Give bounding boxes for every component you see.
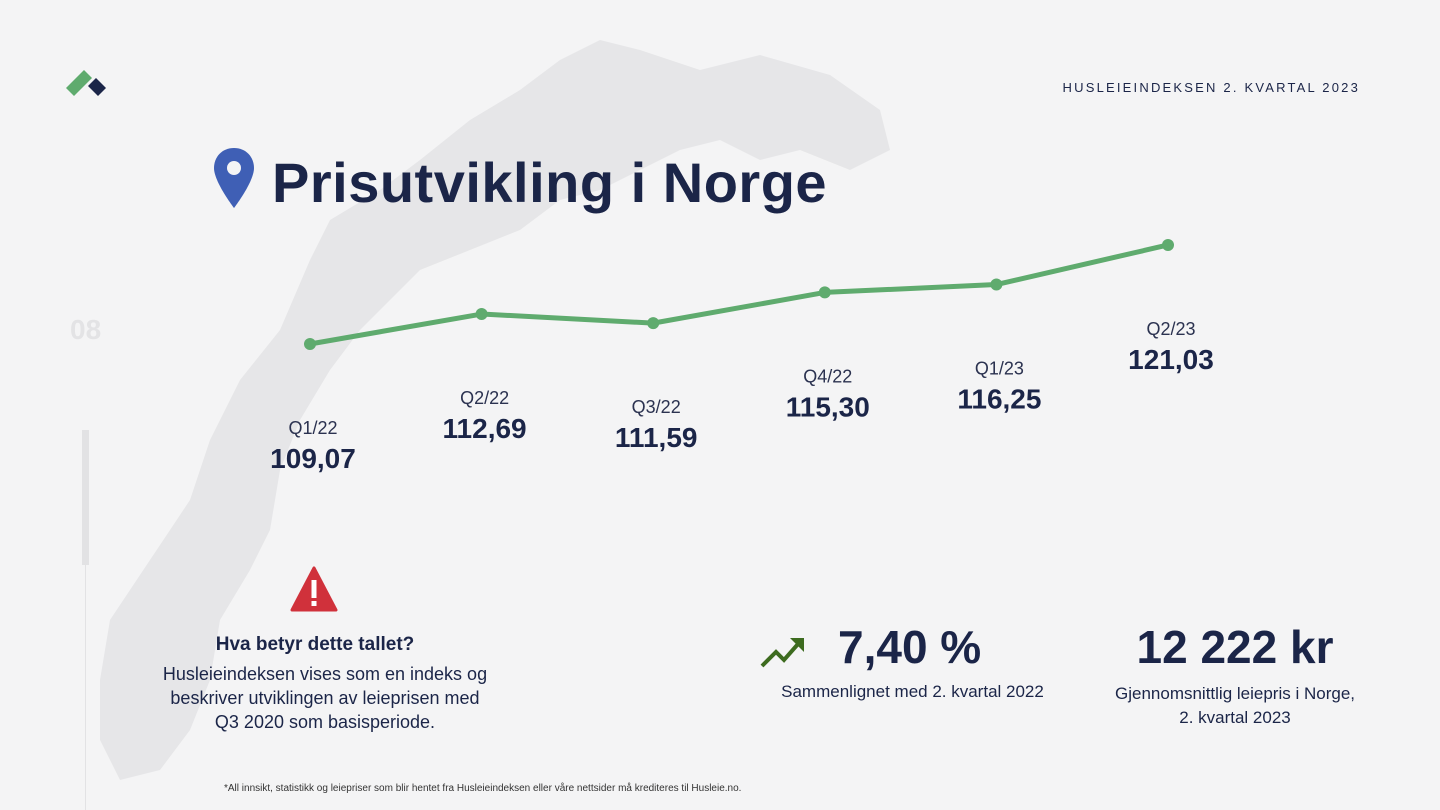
x-tick-label: Q1/23 (975, 359, 1024, 379)
average-rent-caption: Gjennomsnittlig leiepris i Norge, 2. kva… (1080, 682, 1390, 730)
data-label: 115,30 (786, 391, 870, 422)
caption-line: Gjennomsnittlig leiepris i Norge, (1115, 684, 1355, 703)
info-line: Husleieindeksen vises som en indeks og (162, 664, 488, 684)
logo (66, 70, 106, 96)
data-point (475, 308, 488, 321)
data-label: 109,07 (270, 443, 356, 474)
data-point (990, 278, 1003, 291)
data-label: 121,03 (1128, 344, 1214, 375)
data-label: 116,25 (957, 384, 1041, 415)
x-tick-label: Q2/22 (460, 388, 509, 408)
x-tick-label: Q1/22 (288, 418, 337, 438)
data-point (818, 286, 831, 299)
caption-line: 2. kvartal 2023 (1179, 708, 1291, 727)
info-line: Q3 2020 som basisperiode. (214, 712, 436, 732)
data-point (304, 338, 316, 350)
data-point (1162, 238, 1174, 251)
average-rent-value: 12 222 kr (1136, 621, 1334, 673)
page-title: Prisutvikling i Norge (272, 151, 828, 214)
data-label: 112,69 (443, 413, 527, 444)
x-tick-label: Q4/22 (803, 366, 852, 386)
scroll-indicator (82, 430, 89, 565)
data-label: 111,59 (615, 422, 698, 453)
x-tick-label: Q2/23 (1146, 319, 1195, 339)
trending-up-icon (760, 638, 804, 668)
report-title: HUSLEIEINDEKSEN 2. KVARTAL 2023 (1062, 80, 1360, 95)
warning-icon (290, 566, 338, 612)
change-caption: Sammenlignet med 2. kvartal 2022 (781, 682, 1044, 701)
divider (85, 565, 86, 810)
info-heading: Hva betyr dette tallet? (215, 634, 415, 655)
change-value: 7,40 % (838, 621, 982, 673)
info-line: beskriver utviklingen av leieprisen med (170, 688, 480, 708)
x-tick-label: Q3/22 (632, 397, 681, 417)
data-point (647, 317, 660, 330)
footnote: *All innsikt, statistikk og leiepriser s… (224, 783, 742, 794)
page-number: 08 (70, 314, 102, 345)
series-line (309, 242, 1169, 347)
location-pin-icon (214, 148, 254, 208)
info-text: Husleieindeksen vises som en indeks og b… (140, 662, 510, 734)
